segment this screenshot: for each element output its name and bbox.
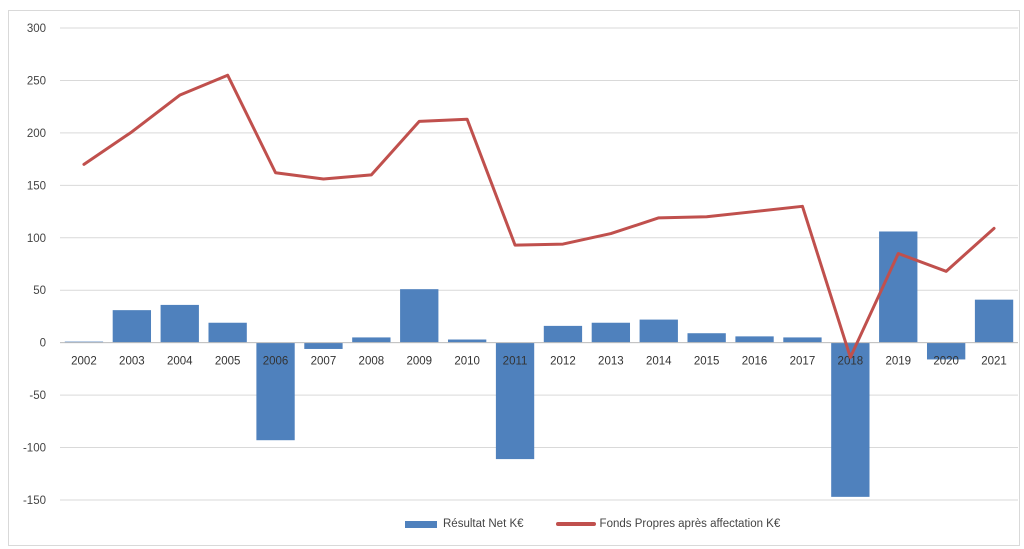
x-tick-label: 2004 xyxy=(167,356,193,368)
x-tick-label: 2014 xyxy=(646,356,672,368)
bar xyxy=(926,342,966,360)
legend: Résultat Net K€ Fonds Propres après affe… xyxy=(405,515,812,533)
y-axis-ticks: 300 250 200 150 100 50 0 -50 -100 -150 xyxy=(23,23,46,507)
bar xyxy=(112,310,152,343)
x-tick-label: 2017 xyxy=(790,356,816,368)
y-tick-label: 200 xyxy=(27,128,46,140)
y-tick-label: 50 xyxy=(33,285,46,297)
x-tick-label: 2002 xyxy=(71,356,97,368)
bar xyxy=(304,342,343,349)
y-tick-label: 150 xyxy=(27,180,46,192)
bar xyxy=(400,289,439,343)
x-axis-ticks: 2002 2003 2004 2005 2006 2007 2008 2009 2010 2011… xyxy=(71,356,1007,368)
y-tick-label: 0 xyxy=(40,338,46,350)
bar xyxy=(543,325,583,343)
line-series xyxy=(82,73,996,359)
bar xyxy=(447,339,487,343)
bar xyxy=(256,342,295,441)
bar xyxy=(783,337,822,343)
y-tick-label: -150 xyxy=(23,495,46,507)
y-tick-label: 300 xyxy=(27,23,46,35)
x-tick-label: 2006 xyxy=(263,356,289,368)
bar xyxy=(735,336,774,343)
y-tick-label: 100 xyxy=(27,233,46,245)
x-tick-label: 2007 xyxy=(311,356,337,368)
gridlines xyxy=(60,27,1018,501)
x-tick-label: 2016 xyxy=(742,356,768,368)
y-tick-label: -100 xyxy=(23,443,46,455)
x-tick-label: 2012 xyxy=(550,356,576,368)
x-tick-label: 2019 xyxy=(885,356,911,368)
legend-swatch-bar xyxy=(405,520,437,528)
y-tick-label: -50 xyxy=(29,390,46,402)
legend-label-bar: Résultat Net K€ xyxy=(443,518,524,530)
x-tick-label: 2008 xyxy=(359,356,385,368)
y-tick-label: 250 xyxy=(27,75,46,87)
x-tick-label: 2011 xyxy=(503,356,528,368)
legend-label-line: Fonds Propres après affectation K€ xyxy=(599,518,781,530)
bar xyxy=(974,299,1014,343)
x-tick-label: 2013 xyxy=(598,356,624,368)
bar xyxy=(591,322,631,343)
legend-swatch-line xyxy=(555,522,596,526)
x-tick-label: 2015 xyxy=(694,356,720,368)
legend-item-bar: Résultat Net K€ xyxy=(405,518,524,530)
line-path xyxy=(82,73,996,359)
bar xyxy=(64,341,104,343)
bar xyxy=(160,304,199,343)
x-tick-label: 2020 xyxy=(933,356,959,368)
legend-item-line: Fonds Propres après affectation K€ xyxy=(555,518,781,530)
chart-frame xyxy=(8,10,1020,546)
bar xyxy=(495,342,535,460)
x-tick-label: 2018 xyxy=(838,356,864,368)
bar xyxy=(879,231,918,343)
bar xyxy=(831,342,870,497)
bar xyxy=(208,322,247,343)
bar xyxy=(687,333,726,343)
x-tick-label: 2009 xyxy=(406,356,432,368)
bar-series xyxy=(64,231,1014,497)
x-tick-label: 2021 xyxy=(981,356,1007,368)
x-tick-label: 2010 xyxy=(454,356,480,368)
bar xyxy=(352,337,391,343)
bar xyxy=(639,319,678,343)
x-tick-label: 2003 xyxy=(119,356,145,368)
x-tick-label: 2005 xyxy=(215,356,241,368)
